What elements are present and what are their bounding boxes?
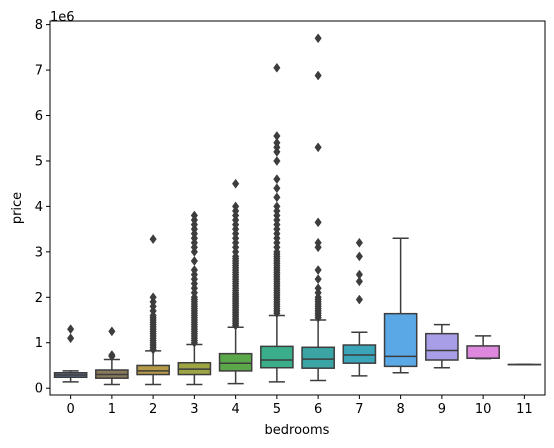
x-tick-label: 2 [149, 402, 157, 417]
outlier-point [314, 265, 322, 275]
box-group-0 [53, 324, 88, 383]
box-group-8 [383, 237, 418, 374]
outlier-point [314, 142, 322, 153]
outlier-point [273, 192, 281, 203]
box-group-4 [218, 178, 253, 385]
y-tick-label: 1 [35, 336, 43, 351]
y-offset-label: 1e6 [50, 10, 75, 25]
outlier-point [108, 350, 116, 360]
box-group-3 [177, 210, 212, 386]
box-iqr [383, 312, 418, 368]
outlier-point [149, 292, 157, 303]
y-tick-label: 8 [35, 18, 43, 33]
x-tick-label: 11 [516, 402, 533, 417]
outlier-point [273, 131, 281, 141]
outlier-point [355, 269, 363, 280]
plot-frame [49, 20, 546, 396]
box-iqr [425, 332, 459, 361]
box-group-5 [260, 62, 294, 383]
box-iqr [260, 345, 294, 369]
outlier-point [314, 33, 322, 44]
box-iqr [342, 344, 377, 364]
box-group-2 [136, 234, 170, 386]
outlier-point [314, 217, 322, 228]
y-tick-label: 4 [35, 200, 43, 215]
outlier-point [67, 333, 75, 344]
x-tick-label: 8 [396, 402, 404, 417]
y-axis-ticks: 0 1 2 3 4 5 6 7 8 [35, 18, 50, 397]
outlier-point [273, 156, 281, 166]
box-group-9 [425, 323, 459, 369]
outlier-point [314, 70, 322, 81]
outlier-point [273, 183, 281, 194]
x-tick-label: 5 [273, 402, 281, 417]
box-group-1 [95, 326, 129, 386]
x-tick-label: 4 [231, 402, 239, 417]
x-tick-label: 10 [475, 402, 492, 417]
outlier-point [108, 326, 116, 337]
outlier-point [355, 294, 363, 305]
x-tick-label: 3 [190, 402, 198, 417]
x-tick-label: 0 [66, 402, 74, 417]
y-tick-label: 2 [35, 291, 43, 306]
box-group-7 [342, 237, 377, 377]
y-tick-label: 6 [35, 109, 43, 124]
x-tick-label: 7 [355, 402, 363, 417]
outlier-point [314, 283, 322, 294]
outlier-point [190, 265, 198, 275]
y-tick-label: 3 [35, 245, 43, 260]
y-tick-label: 5 [35, 154, 43, 169]
outlier-point [273, 137, 281, 148]
x-axis-ticks: 0 1 2 3 4 5 6 7 8 9 10 11 [66, 395, 533, 417]
outlier-point [273, 201, 281, 212]
outlier-point [314, 237, 322, 248]
box-group-6 [301, 33, 335, 382]
outlier-point [314, 274, 322, 285]
boxes-layer [53, 33, 542, 386]
box-group-10 [466, 335, 500, 360]
outlier-point [355, 276, 363, 287]
y-axis-label: price [10, 192, 25, 224]
x-axis-label: bedrooms [265, 423, 330, 438]
outlier-point [273, 62, 281, 73]
outlier-point [355, 237, 363, 248]
outlier-point [149, 234, 157, 245]
outlier-point [232, 201, 240, 212]
x-tick-label: 1 [108, 402, 116, 417]
x-tick-label: 9 [438, 402, 446, 417]
outlier-point [67, 324, 75, 335]
box-iqr [136, 364, 170, 376]
box-iqr [218, 352, 253, 372]
box-iqr [301, 346, 335, 369]
outlier-point [190, 210, 198, 221]
outlier-point [355, 251, 363, 262]
y-tick-label: 7 [35, 64, 43, 79]
outlier-point [232, 178, 240, 189]
y-tick-label: 0 [35, 382, 43, 397]
box-iqr [466, 345, 500, 359]
outlier-point [190, 256, 198, 266]
outlier-point [273, 174, 281, 185]
x-tick-label: 6 [314, 402, 322, 417]
